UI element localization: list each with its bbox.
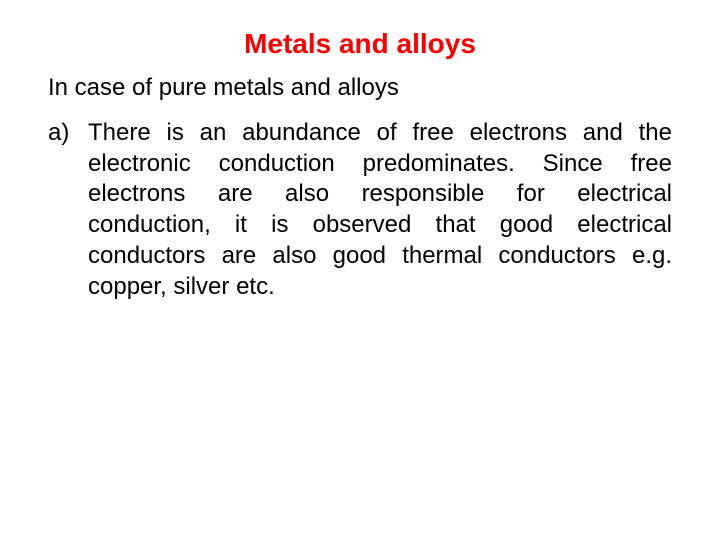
list-item: a) There is an abundance of free electro… — [48, 118, 672, 302]
intro-text: In case of pure metals and alloys — [48, 74, 672, 102]
list-item-marker: a) — [48, 118, 88, 302]
list-item-body: There is an abundance of free electrons … — [88, 118, 672, 302]
slide-container: Metals and alloys In case of pure metals… — [0, 0, 720, 540]
slide-title: Metals and alloys — [48, 28, 672, 60]
